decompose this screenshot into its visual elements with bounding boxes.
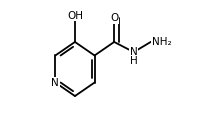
Text: OH: OH	[67, 11, 83, 21]
Text: NH₂: NH₂	[152, 37, 172, 47]
Text: O: O	[110, 13, 118, 23]
Text: N: N	[51, 78, 59, 87]
Text: H: H	[130, 56, 138, 66]
Text: N: N	[130, 47, 138, 57]
